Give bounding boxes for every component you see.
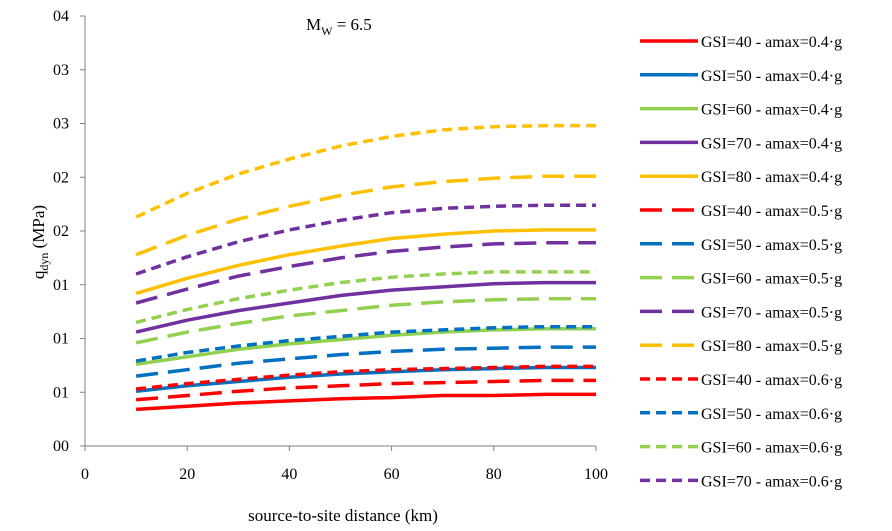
x-tick-label: 80 xyxy=(486,466,502,483)
legend-label: GSI=40 - amax=0.6·g xyxy=(701,372,842,389)
y-tick-label: 01 xyxy=(53,277,69,294)
annotation-value: = 6.5 xyxy=(332,15,371,34)
y-tick-label: 01 xyxy=(53,331,69,348)
legend-label: GSI=80 - amax=0.5·g xyxy=(701,338,842,355)
annotation-main: M xyxy=(306,15,321,34)
series-line xyxy=(135,327,596,367)
y-axis-title: qdyn (MPa) xyxy=(29,205,51,279)
legend-label: GSI=60 - amax=0.6·g xyxy=(701,440,842,457)
ylabel-main: q xyxy=(29,270,48,279)
series-line xyxy=(135,228,596,296)
legend-label: GSI=50 - amax=0.6·g xyxy=(701,406,842,423)
x-tick-label: 60 xyxy=(384,466,400,483)
x-axis-title: source-to-site distance (km) xyxy=(248,506,438,525)
series-line xyxy=(135,123,596,219)
series-line xyxy=(135,241,596,305)
series-line xyxy=(135,378,596,402)
legend-label: GSI=80 - amax=0.4·g xyxy=(701,169,842,186)
series-line xyxy=(135,364,596,391)
legend: GSI=40 - amax=0.4·g GSI=50 - amax=0.4·g GS… xyxy=(640,34,842,490)
series-line xyxy=(135,174,596,257)
x-tick-label: 40 xyxy=(281,466,297,483)
plot-area: 00 01 01 01 02 02 03 03 04 0 20 40 60 80 100 xyxy=(53,8,608,483)
legend-label: GSI=50 - amax=0.4·g xyxy=(701,68,842,85)
y-tick-label: 04 xyxy=(53,8,69,25)
series-line xyxy=(135,203,596,276)
series-line xyxy=(135,392,596,412)
series-lines xyxy=(135,123,596,412)
legend-label: GSI=70 - amax=0.6·g xyxy=(701,473,842,490)
y-tick-label: 01 xyxy=(53,384,69,401)
y-tick-label: 03 xyxy=(53,116,69,133)
x-axis-ticks: 0 20 40 60 80 100 xyxy=(81,446,608,483)
legend-label: GSI=70 - amax=0.5·g xyxy=(701,304,842,321)
legend-label: GSI=50 - amax=0.5·g xyxy=(701,237,842,254)
annotation-sub: W xyxy=(321,24,333,38)
y-tick-label: 00 xyxy=(53,438,69,455)
legend-label: GSI=60 - amax=0.4·g xyxy=(701,102,842,119)
series-line xyxy=(135,324,596,363)
series-line xyxy=(135,296,596,345)
legend-label: GSI=70 - amax=0.4·g xyxy=(701,135,842,152)
x-tick-label: 0 xyxy=(81,466,89,483)
x-tick-label: 20 xyxy=(179,466,195,483)
magnitude-annotation: MW = 6.5 xyxy=(306,15,372,38)
y-tick-label: 02 xyxy=(53,169,69,186)
legend-label: GSI=60 - amax=0.5·g xyxy=(701,271,842,288)
legend-label: GSI=40 - amax=0.5·g xyxy=(701,203,842,220)
series-line xyxy=(135,280,596,334)
y-tick-label: 03 xyxy=(53,62,69,79)
ylabel-sub: dyn xyxy=(37,253,51,271)
x-tick-label: 100 xyxy=(584,466,608,483)
legend-label: GSI=40 - amax=0.4·g xyxy=(701,34,842,51)
series-line xyxy=(135,270,596,325)
y-tick-label: 02 xyxy=(53,223,69,240)
series-line xyxy=(135,345,596,378)
y-axis-ticks: 00 01 01 01 02 02 03 03 04 xyxy=(53,8,85,455)
ylabel-unit: (MPa) xyxy=(29,205,48,253)
